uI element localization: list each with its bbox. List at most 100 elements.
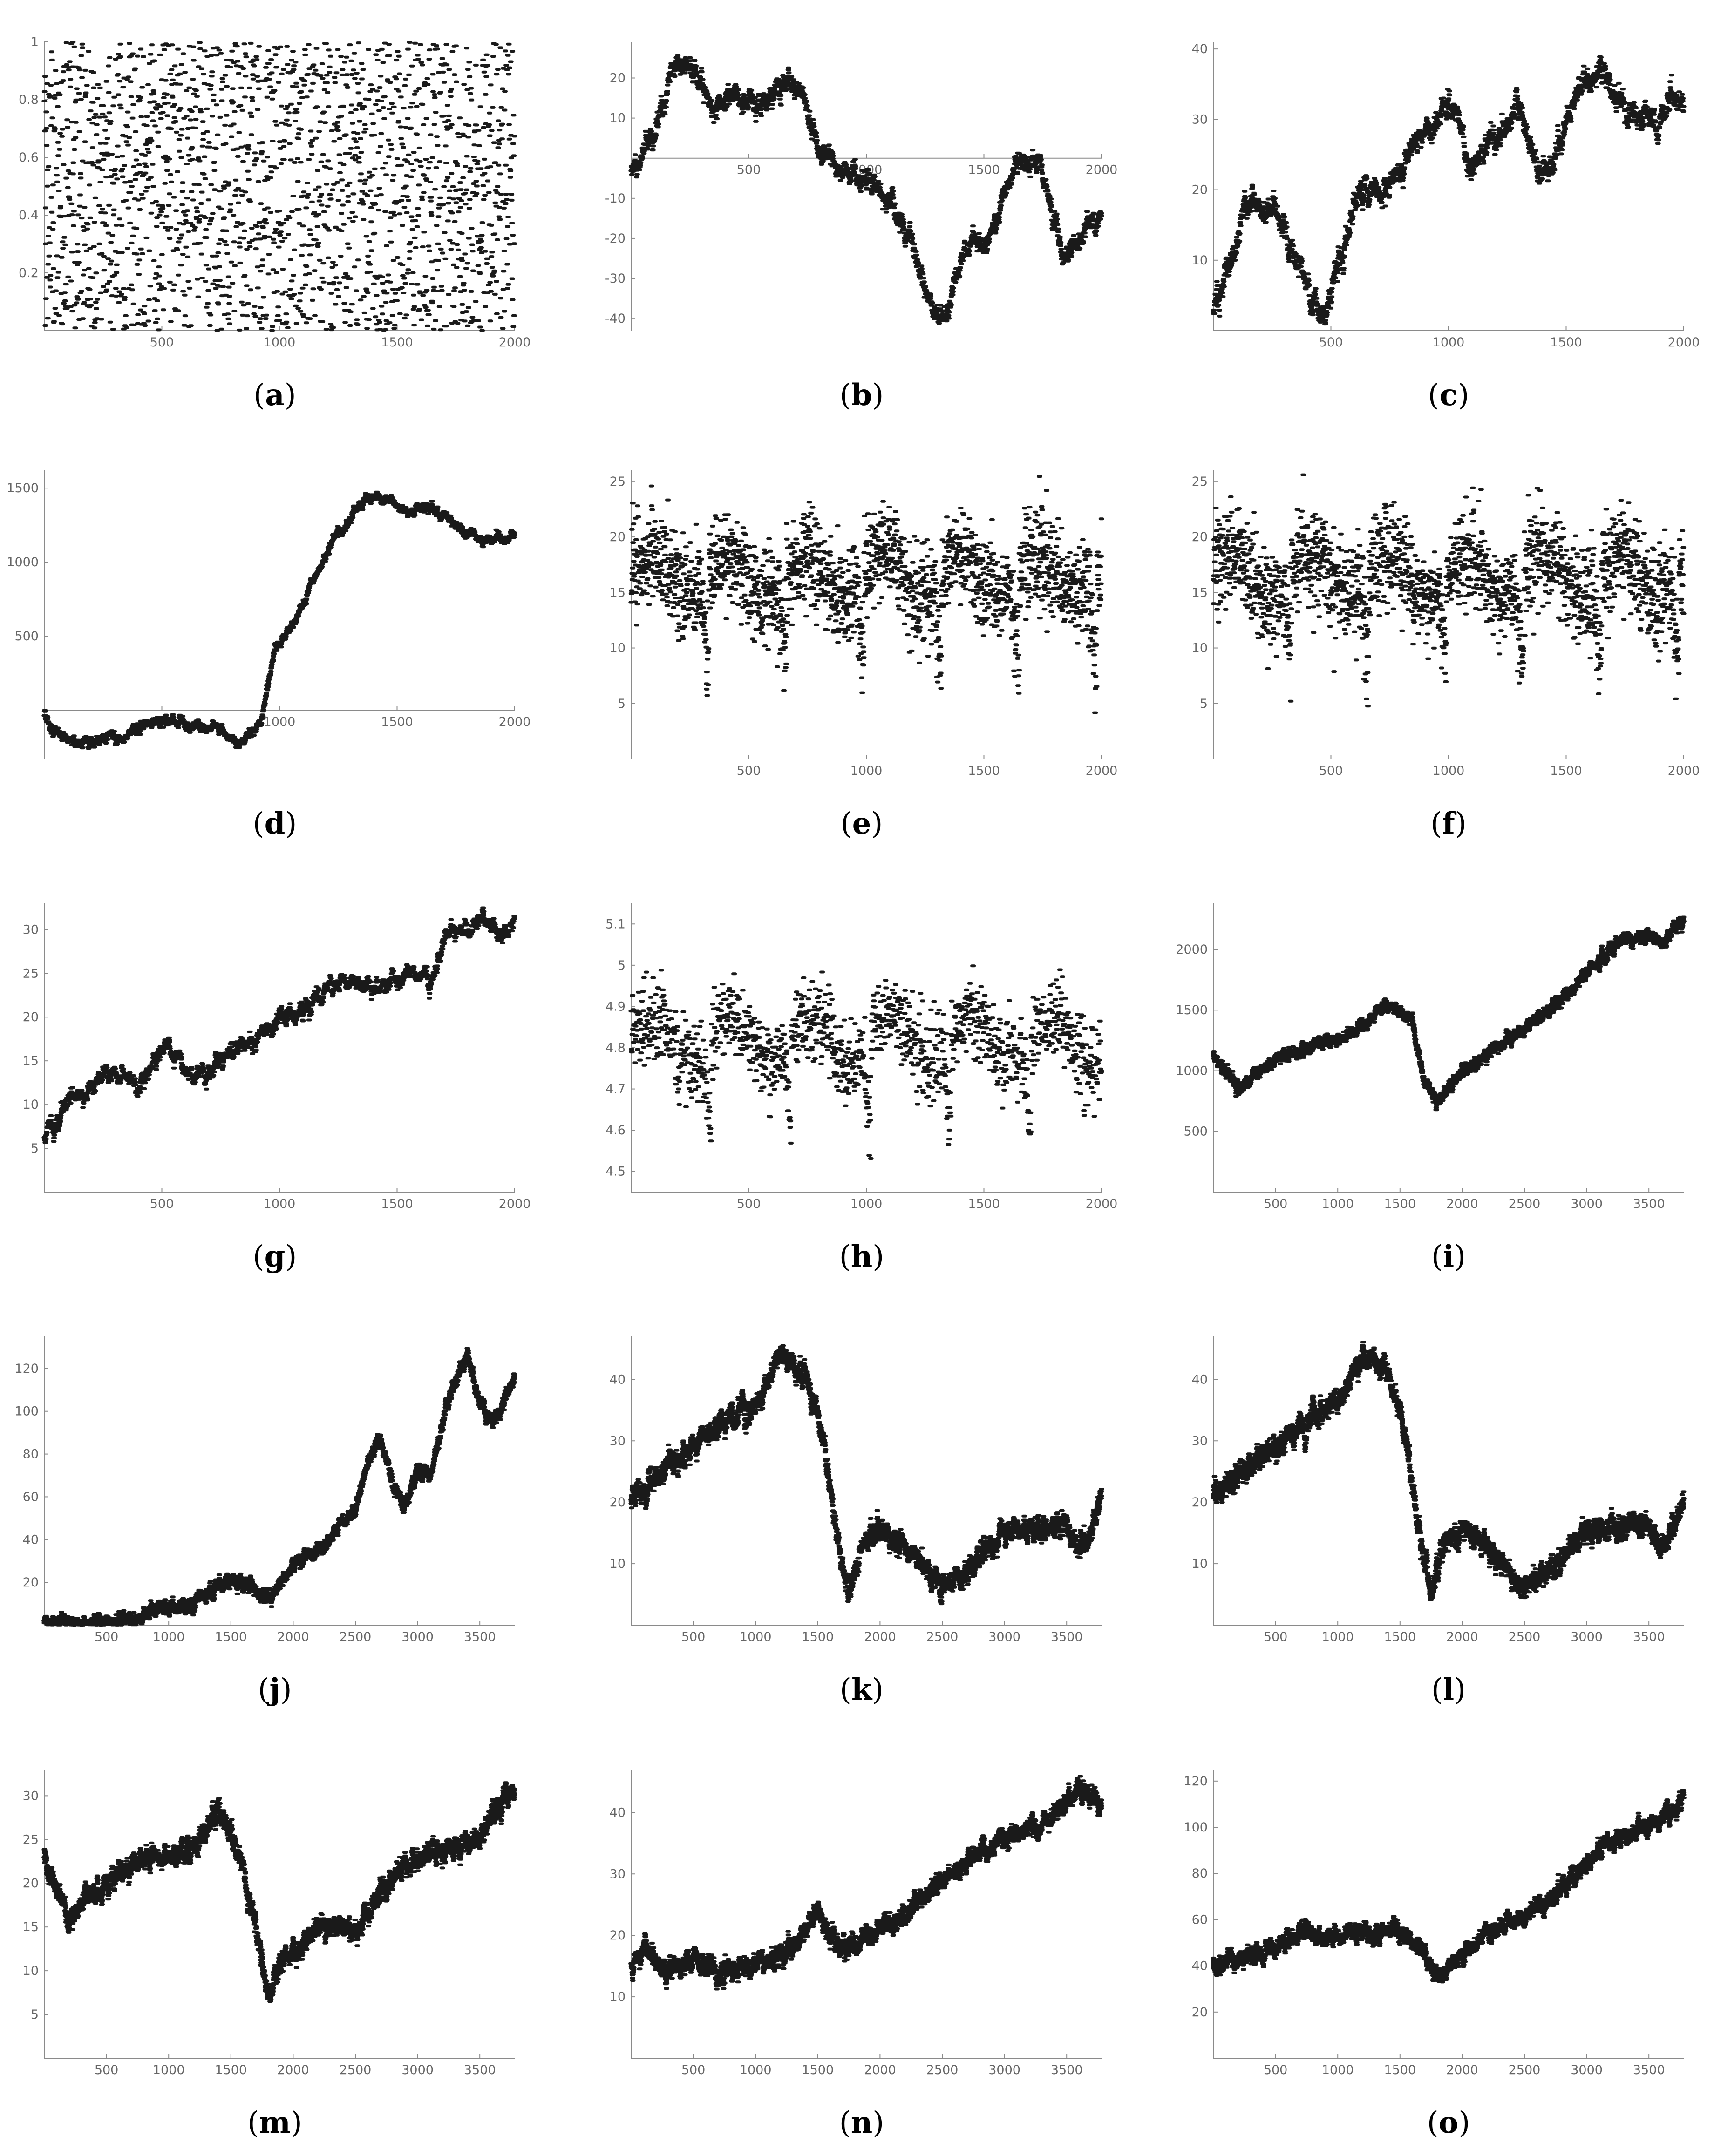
x-tick-label: 3500	[464, 1630, 496, 1644]
y-tick-label: 10	[1192, 1557, 1208, 1571]
y-tick-label: 5	[31, 1141, 39, 1156]
y-tick-label: 1	[31, 35, 39, 49]
x-tick-label: 2000	[864, 2063, 896, 2077]
x-tick-label: 1000	[1322, 1197, 1354, 1211]
panel-caption-k: (k)	[840, 1672, 884, 1707]
x-tick-label: 2000	[1086, 163, 1118, 177]
x-tick-label: 2500	[1509, 1197, 1541, 1211]
y-tick-label: 30	[610, 1867, 626, 1881]
panel-caption-h: (h)	[839, 1239, 884, 1274]
panel-caption-g: (g)	[253, 1239, 297, 1274]
x-tick-label: 1000	[850, 1197, 883, 1211]
y-tick-label: 4.6	[605, 1123, 626, 1138]
x-tick-label: 3000	[401, 2063, 434, 2077]
panel-caption-d: (d)	[253, 806, 297, 841]
y-tick-label: 30	[23, 922, 39, 937]
x-tick-label: 2000	[499, 1197, 531, 1211]
x-tick-label: 3500	[464, 2063, 496, 2077]
x-tick-label: 2000	[1668, 764, 1700, 778]
y-tick-label: 500	[14, 629, 39, 644]
x-tick-label: 2000	[864, 1630, 896, 1644]
x-tick-label: 1500	[968, 163, 1000, 177]
x-tick-label: 3500	[1633, 1197, 1665, 1211]
y-tick-label: 20	[1192, 1495, 1208, 1510]
x-tick-label: 1000	[264, 715, 296, 729]
y-tick-label: 20	[1192, 183, 1208, 197]
y-tick-label: 4.5	[605, 1165, 626, 1179]
panel-e: 500 1000 1500 2000 5 10 15 20 25 (e)	[610, 470, 1117, 841]
panel-f: 500 1000 1500 2000 5 10 15 20 25 (f)	[1192, 470, 1700, 841]
y-tick-label: 10	[23, 1964, 39, 1978]
y-tick-label: 1500	[1176, 1003, 1208, 1017]
x-tick-label: 1000	[264, 1197, 296, 1211]
panel-caption-e: (e)	[841, 806, 883, 841]
y-tick-label: 40	[23, 1532, 39, 1547]
y-tick-label: 0.2	[19, 266, 39, 280]
x-tick-label: 1000	[1433, 764, 1465, 778]
x-tick-label: 500	[737, 1197, 761, 1211]
x-tick-label: 3000	[1571, 1630, 1603, 1644]
x-tick-label: 2000	[1086, 1197, 1118, 1211]
y-tick-label: 10	[23, 1098, 39, 1112]
y-tick-label: 120	[1184, 1774, 1208, 1789]
panel-m: 500 1000 1500 2000 2500 3000 3500 5 10 15 20 25 30 (m…	[23, 1770, 517, 2140]
x-tick-label: 2000	[277, 1630, 309, 1644]
y-tick-label: 30	[1192, 1434, 1208, 1448]
panel-caption-o: (o)	[1427, 2105, 1470, 2140]
x-tick-label: 500	[737, 163, 761, 177]
panel-l: 500 1000 1500 2000 2500 3000 3500 10 20 30 40 (l)	[1192, 1336, 1687, 1707]
y-tick-label: 5	[31, 2007, 39, 2022]
x-tick-label: 1500	[1384, 1630, 1416, 1644]
panel-caption-c: (c)	[1428, 378, 1469, 413]
y-tick-label: 120	[14, 1362, 39, 1376]
y-tick-label: 20	[1192, 530, 1208, 544]
data-points-f	[1211, 473, 1687, 708]
panel-g: 500 1000 1500 2000 5 10 15 20 25 30 (g)	[23, 903, 531, 1274]
x-tick-label: 500	[1319, 764, 1343, 778]
panel-caption-l: (l)	[1431, 1672, 1466, 1707]
x-tick-label: 1500	[381, 715, 413, 729]
y-tick-label: 25	[23, 1832, 39, 1847]
data-points-e	[628, 475, 1104, 714]
x-tick-label: 3500	[1633, 2063, 1665, 2077]
x-tick-label: 500	[681, 2063, 706, 2077]
x-tick-label: 1500	[215, 1630, 247, 1644]
panel-caption-a: (a)	[253, 378, 296, 413]
y-tick-label: 100	[14, 1404, 39, 1419]
x-tick-label: 3500	[1633, 1630, 1665, 1644]
y-tick-label: 1000	[1176, 1064, 1208, 1078]
x-tick-label: 1000	[850, 764, 883, 778]
panel-caption-i: (i)	[1431, 1239, 1466, 1274]
x-tick-label: 1000	[153, 1630, 185, 1644]
panel-o: 500 1000 1500 2000 2500 3000 3500 20 40 60 80 100 12…	[1184, 1770, 1687, 2140]
panel-c: 500 1000 1500 2000 10 20 30 40 (c)	[1192, 42, 1700, 413]
x-tick-label: 1500	[1550, 335, 1582, 350]
x-tick-label: 1500	[381, 1197, 413, 1211]
x-tick-label: 500	[1264, 2063, 1288, 2077]
panel-h: 500 1000 1500 2000 4.5 4.6 4.7 4.8 4.9 5 5.1 (h)	[605, 903, 1117, 1274]
y-tick-label: 30	[23, 1789, 39, 1803]
x-tick-label: 1500	[1384, 2063, 1416, 2077]
y-tick-label: 25	[610, 475, 626, 489]
y-tick-label: 40	[610, 1805, 626, 1820]
y-tick-label: 25	[23, 966, 39, 981]
x-tick-label: 1000	[740, 1630, 772, 1644]
y-tick-label: 0.6	[19, 150, 39, 165]
x-tick-label: 2500	[1509, 2063, 1541, 2077]
x-tick-label: 2000	[1668, 335, 1700, 350]
data-points-n	[628, 1775, 1104, 1991]
x-tick-label: 1000	[1322, 1630, 1354, 1644]
y-tick-label: 5	[618, 958, 626, 973]
panel-n: 500 1000 1500 2000 2500 3000 3500 10 20 30 40 (n)	[610, 1770, 1104, 2140]
y-tick-label: 60	[1192, 1912, 1208, 1927]
y-tick-label: 5	[618, 697, 626, 711]
x-tick-label: 1500	[968, 1197, 1000, 1211]
y-tick-label: 0.4	[19, 208, 39, 223]
panel-a: 500 1000 1500 2000 0.2 0.4 0.6 0.8 1 (a)	[19, 35, 531, 413]
y-tick-label: -10	[605, 191, 626, 206]
y-tick-label: 20	[23, 1575, 39, 1590]
y-tick-label: 10	[1192, 641, 1208, 656]
panel-j: 500 1000 1500 2000 2500 3000 3500 20 40 60 80 100 12…	[14, 1336, 517, 1707]
